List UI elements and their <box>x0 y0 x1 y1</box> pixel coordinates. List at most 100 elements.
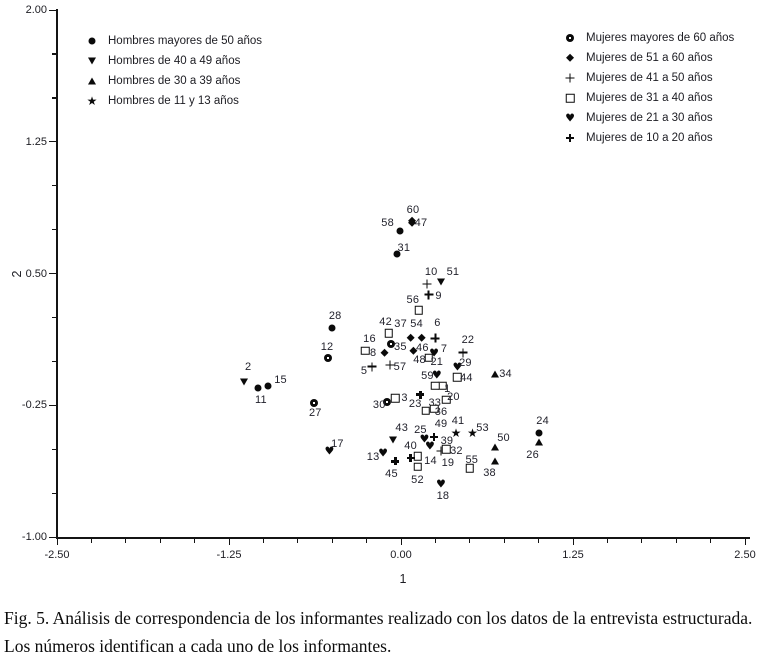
y-minor-tick <box>51 97 56 99</box>
y-major-tick <box>49 536 56 538</box>
data-point-label-54: 54 <box>410 318 423 331</box>
data-point-marker-40 <box>406 453 415 462</box>
open-square-marker <box>565 93 575 103</box>
data-point-marker-22 <box>458 348 468 358</box>
legend-item-label: Hombres mayores de 50 años <box>108 35 263 47</box>
plus-marker <box>565 73 575 83</box>
data-point-marker-28 <box>328 324 336 332</box>
data-point-marker-42 <box>384 328 393 338</box>
y-major-tick <box>49 9 56 11</box>
data-point-label-9: 9 <box>435 289 442 302</box>
y-tick-label: -1.00 <box>21 531 47 543</box>
data-point-label-51: 51 <box>446 266 460 279</box>
legend-item: Hombres de 30 a 39 años <box>86 71 262 91</box>
x-axis-line <box>56 537 750 539</box>
diamond-icon <box>564 52 580 64</box>
data-point-label-23: 23 <box>408 397 422 410</box>
x-axis-title: 1 <box>399 572 407 586</box>
data-point-marker-44 <box>453 372 462 382</box>
data-point-label-40: 40 <box>404 439 417 452</box>
data-point-marker-15 <box>264 382 272 390</box>
legend-item-label: Mujeres de 31 a 40 años <box>586 92 713 104</box>
x-major-tick <box>572 538 574 545</box>
legend-item: Mujeres de 10 a 20 años <box>564 128 734 148</box>
data-point-marker-36 <box>429 404 439 413</box>
circle-dot-marker <box>566 34 574 42</box>
x-minor-tick <box>194 538 196 543</box>
data-point-label-44: 44 <box>460 372 473 385</box>
data-point-label-1: 1 <box>444 382 451 395</box>
figure-caption: Fig. 5. Análisis de correspondencia de l… <box>4 608 753 656</box>
x-minor-tick <box>538 538 540 543</box>
x-minor-tick <box>503 538 505 543</box>
data-point-label-37: 37 <box>394 318 407 331</box>
data-point-label-59: 59 <box>421 369 434 382</box>
star-icon <box>86 95 102 107</box>
legend-item: Mujeres de 21 a 30 años <box>564 108 734 128</box>
data-point-label-53: 53 <box>476 422 489 435</box>
y-minor-tick <box>51 229 56 231</box>
data-point-label-38: 38 <box>483 467 496 480</box>
legend-item: Mujeres de 41 a 50 años <box>564 68 734 88</box>
y-minor-tick <box>51 360 56 363</box>
x-major-tick <box>400 538 402 545</box>
x-tick-label: -2.50 <box>44 549 70 561</box>
legend-item: Mujeres de 51 a 60 años <box>564 48 734 68</box>
data-point-label-26: 26 <box>526 449 539 462</box>
x-minor-tick <box>331 538 333 543</box>
open-square-icon <box>564 92 580 104</box>
data-point-label-7: 7 <box>440 342 448 355</box>
filled-circle-icon <box>86 35 102 47</box>
y-major-tick <box>49 141 56 143</box>
data-point-marker-2 <box>240 378 249 386</box>
triangle-down-icon <box>86 55 102 67</box>
y-tick-label: 2.00 <box>25 4 47 16</box>
data-point-marker-24 <box>535 429 543 437</box>
data-point-label-30: 30 <box>372 398 386 411</box>
data-point-marker-35 <box>387 339 396 348</box>
data-point-marker-30 <box>383 397 392 406</box>
data-point-label-39: 39 <box>440 434 454 447</box>
legend-item: Hombres de 11 y 13 años <box>86 91 262 111</box>
data-point-label-22: 22 <box>461 333 475 346</box>
data-point-label-25: 25 <box>414 423 427 436</box>
data-point-marker-55 <box>465 464 475 473</box>
data-point-label-43: 43 <box>395 422 409 435</box>
data-point-marker-12 <box>324 353 333 362</box>
data-point-label-48: 48 <box>413 353 426 366</box>
data-point-marker-59 <box>431 381 440 391</box>
data-point-label-36: 36 <box>434 405 448 418</box>
y-major-tick <box>49 404 56 406</box>
legend-item-label: Mujeres de 21 a 30 años <box>586 112 713 124</box>
data-point-label-58: 58 <box>381 217 394 230</box>
data-point-label-2: 2 <box>244 361 252 374</box>
data-point-marker-33 <box>421 406 431 415</box>
legend-item: Mujeres de 31 a 40 años <box>564 88 734 108</box>
data-point-marker-11 <box>254 384 262 392</box>
data-point-label-42: 42 <box>379 316 392 329</box>
data-point-marker-38 <box>490 457 499 465</box>
legend-item-label: Mujeres de 41 a 50 años <box>586 72 713 84</box>
data-point-label-5: 5 <box>360 364 368 377</box>
data-point-marker-8 <box>360 346 370 356</box>
bold-plus-icon <box>564 132 580 144</box>
x-tick-label: 1.25 <box>562 549 584 561</box>
x-tick-label: 2.50 <box>734 549 756 561</box>
data-point-marker-49 <box>430 432 439 441</box>
x-minor-tick <box>434 538 437 543</box>
x-tick-label: -1.25 <box>216 549 242 561</box>
data-point-label-20: 20 <box>447 390 460 403</box>
data-point-label-41: 41 <box>451 415 465 428</box>
data-point-marker-43 <box>388 436 397 444</box>
data-point-marker-23 <box>416 390 425 399</box>
x-minor-tick <box>125 538 127 543</box>
data-point-marker-3 <box>391 393 400 403</box>
data-point-marker-58 <box>396 227 404 235</box>
data-point-label-29: 29 <box>459 356 472 369</box>
y-minor-tick <box>51 53 56 55</box>
legend-item: Hombres mayores de 50 años <box>86 31 262 51</box>
data-point-label-10: 10 <box>424 266 438 279</box>
legend-item-label: Hombres de 11 y 13 años <box>108 95 239 107</box>
data-point-marker-20 <box>442 395 451 405</box>
data-point-marker-6 <box>430 333 440 343</box>
